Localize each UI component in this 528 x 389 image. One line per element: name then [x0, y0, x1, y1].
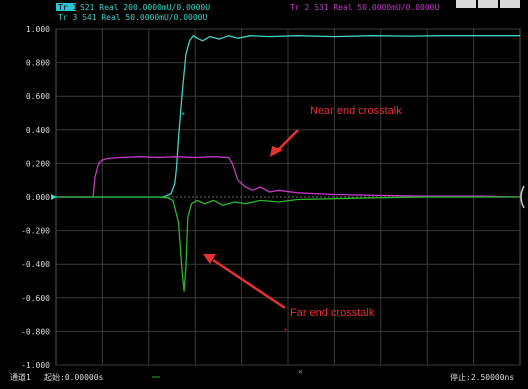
channel-label: 通道1: [10, 372, 31, 382]
reference-marker[interactable]: [51, 194, 57, 200]
stop-label: 停止:2.50000ns: [450, 372, 514, 382]
far-end-annotation: Far end crosstalk: [290, 307, 375, 319]
footer-marker-icon: ✕: [298, 367, 303, 376]
tr2-label: Tr 2 S31 Real 50.0000mU/0.0000U: [290, 3, 439, 12]
far-end-arrow-head: [203, 254, 216, 264]
y-tick-label: 1.000: [26, 25, 50, 34]
tr3-label: Tr 3 S41 Real 50.0000mU/0.0000U: [58, 13, 207, 22]
y-tick-label: -0.400: [21, 260, 50, 269]
window-button[interactable]: [500, 0, 520, 8]
y-tick-label: 0.200: [26, 159, 50, 168]
series-line-s31: [56, 156, 521, 198]
y-tick-label: 0.800: [26, 59, 50, 68]
far-end-arrow-line: [212, 258, 286, 310]
y-tick-label: -0.600: [21, 294, 50, 303]
y-tick-label: 0.600: [26, 92, 50, 101]
tr1-badge-bg[interactable]: [56, 3, 76, 11]
marker-dot: +: [284, 327, 288, 334]
near-end-arrow-line: [276, 129, 299, 152]
series-line-s41: [56, 196, 520, 292]
tr1-label: S21 Real 200.0000mU/0.0000U: [80, 3, 210, 12]
trace-marker: +: [181, 110, 185, 118]
start-label: 起始:0.00000s: [44, 372, 104, 382]
y-tick-label: -0.800: [21, 327, 50, 336]
window-button[interactable]: [456, 0, 476, 8]
y-tick-label: -0.200: [21, 227, 50, 236]
series-line-s21: [56, 35, 520, 198]
y-tick-label: 0.000: [26, 193, 50, 202]
near-end-annotation: Near end crosstalk: [310, 105, 402, 117]
near-end-arrow-head: [270, 146, 283, 157]
series: [56, 35, 521, 292]
y-ticks: 1.000 0.800 0.600 0.400 0.200 0.000 -0.200 -0.4…: [21, 25, 50, 370]
y-tick-label: -1.000: [21, 361, 50, 370]
y-tick-label: 0.400: [26, 126, 50, 135]
tr1-badge[interactable]: Tr 1: [58, 3, 77, 12]
right-edge-marker: [520, 185, 525, 209]
window-button[interactable]: [478, 0, 498, 8]
